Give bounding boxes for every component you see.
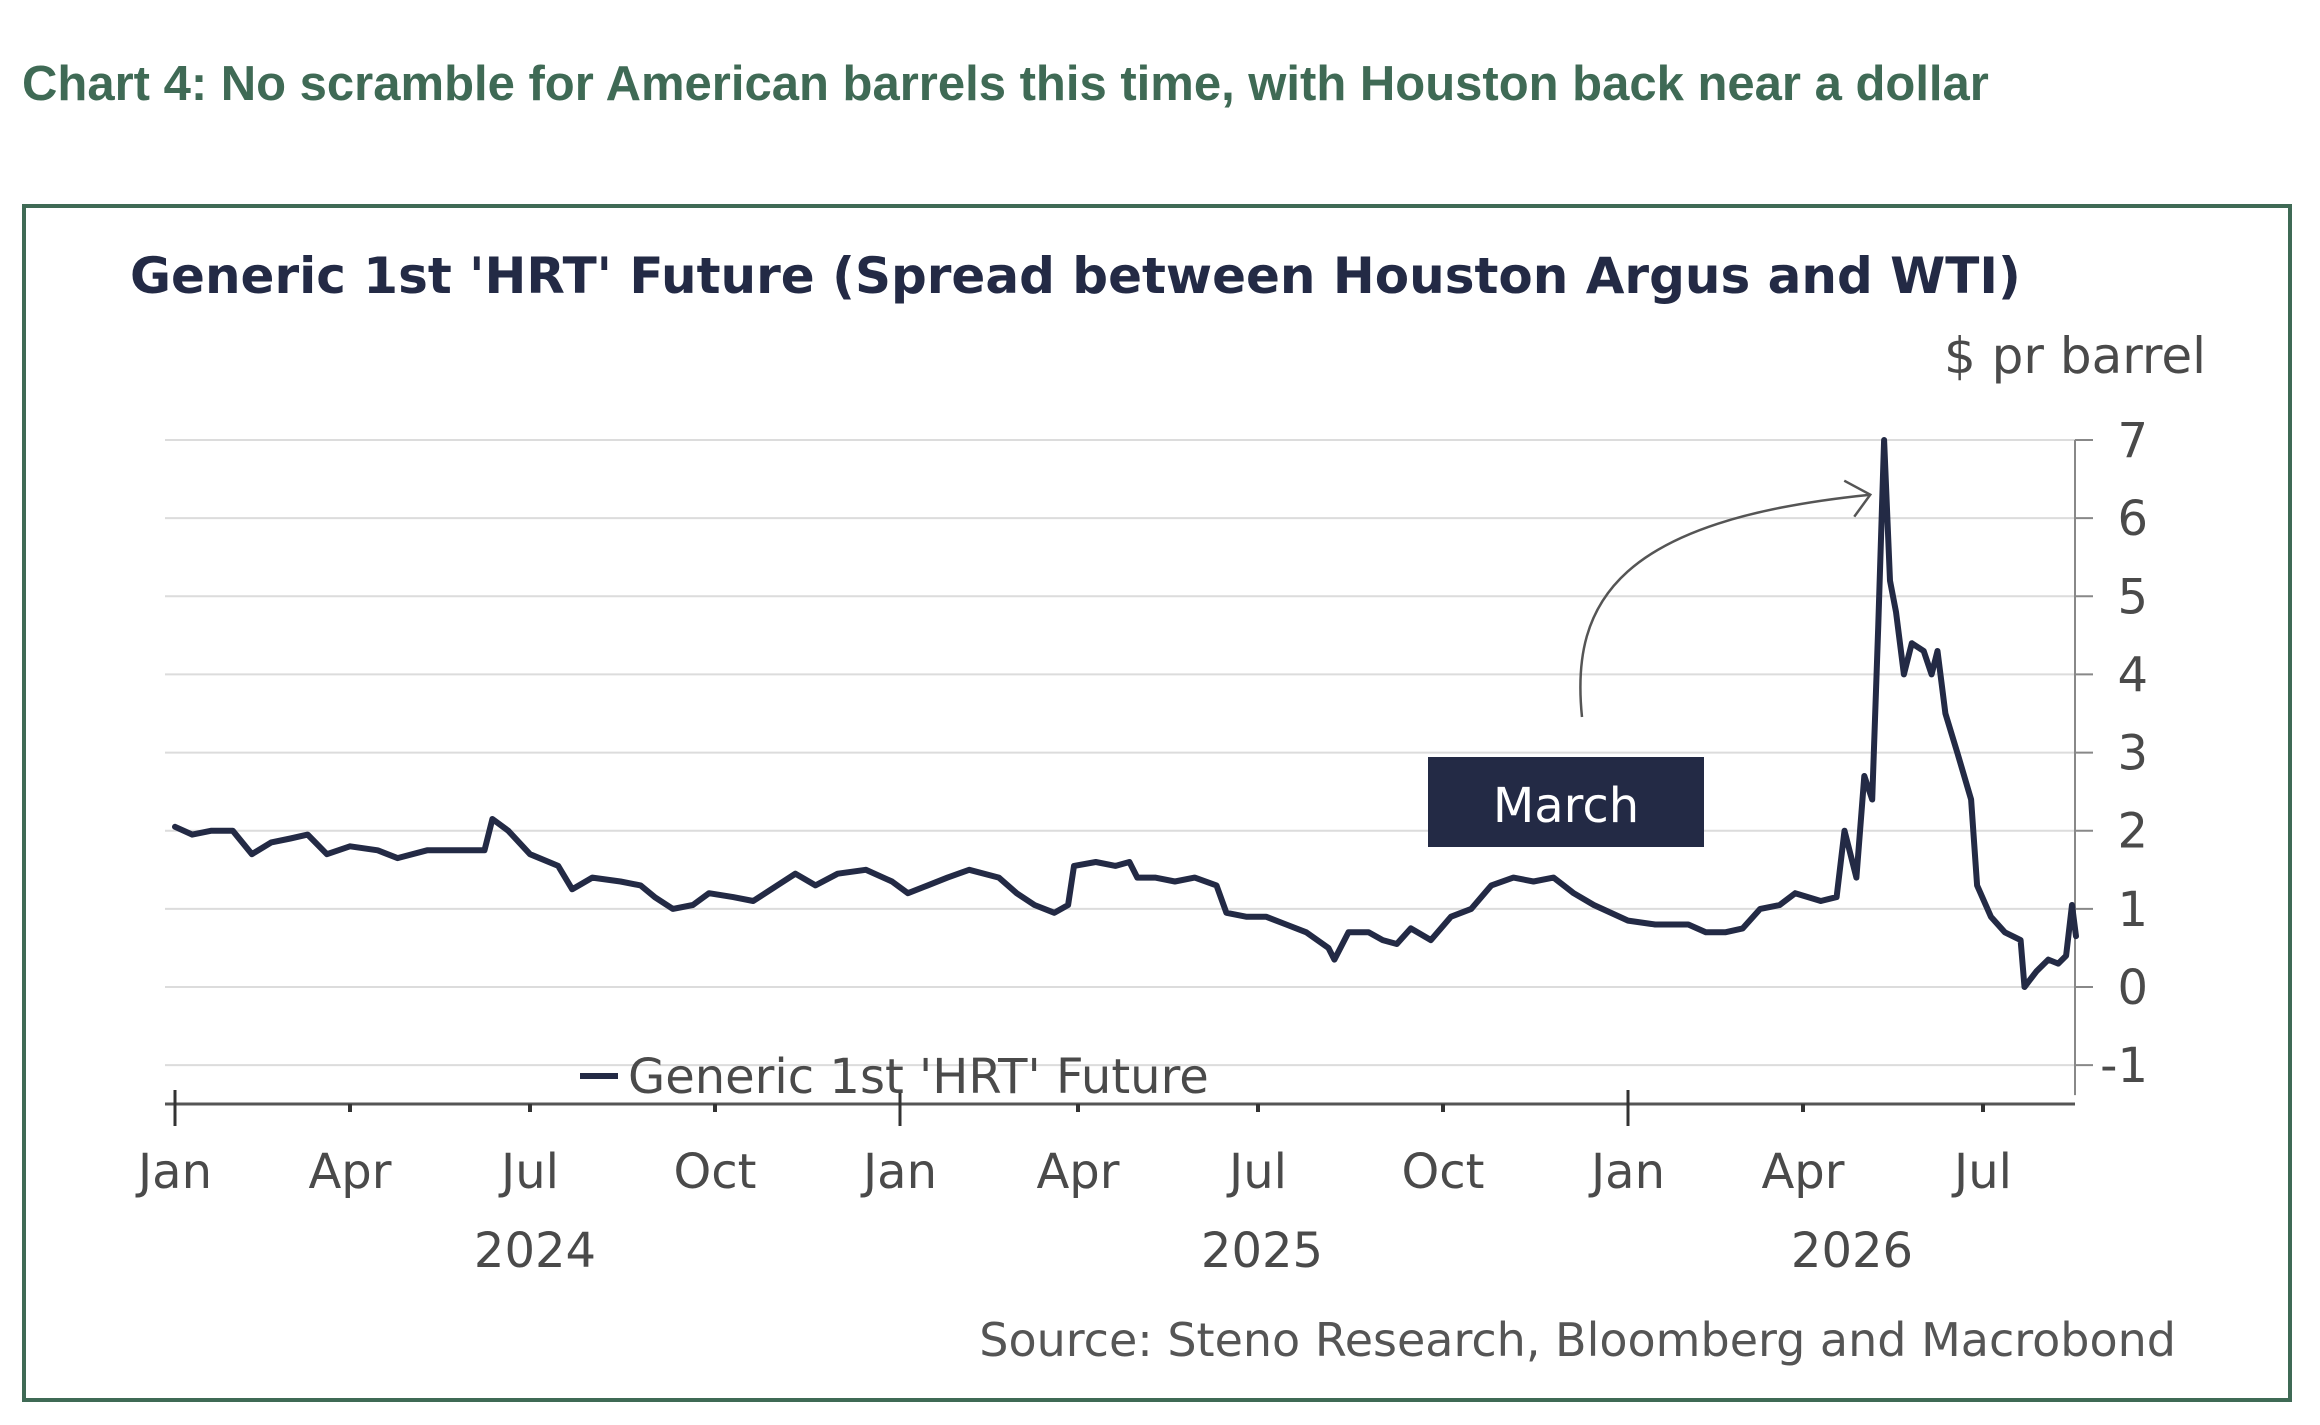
y-tick-label: 4 (2117, 647, 2148, 703)
annotation-box (1428, 757, 1704, 847)
y-tick-label: 3 (2117, 726, 2148, 782)
page-headline: Chart 4: No scramble for American barrel… (22, 57, 1989, 111)
y-tick-label: -1 (2100, 1038, 2148, 1094)
chart-title: Generic 1st 'HRT' Future (Spread between… (130, 247, 2021, 305)
x-year-label: 2026 (1791, 1223, 1913, 1279)
y-tick-label: 0 (2117, 960, 2148, 1016)
y-tick-label: 1 (2117, 882, 2148, 938)
legend: Generic 1st 'HRT' Future (580, 1049, 1209, 1105)
x-tick-label: Jul (1951, 1144, 2012, 1200)
annotation-arrowhead (1843, 479, 1873, 518)
x-tick-label: Apr (1761, 1144, 1844, 1200)
y-axis: 7 6 5 4 3 2 1 0 -1 (2074, 413, 2148, 1096)
x-tick-label: Apr (308, 1144, 391, 1200)
annotation-arrow (1579, 493, 1871, 718)
source-note: Source: Steno Research, Bloomberg and Ma… (979, 1313, 2176, 1367)
x-tick-label: Jan (135, 1144, 212, 1200)
series-layer (172, 437, 2079, 990)
x-tick-label: Oct (1402, 1144, 1485, 1200)
y-tick-label: 2 (2117, 804, 2148, 860)
x-tick-label: Apr (1036, 1144, 1119, 1200)
series-line (172, 437, 2079, 990)
x-tick-label: Jan (860, 1144, 937, 1200)
x-tick-label: Jul (1226, 1144, 1287, 1200)
annotation-layer: March (1428, 479, 1873, 847)
x-year-label: 2025 (1201, 1223, 1323, 1279)
y-axis-unit-label: $ pr barrel (1944, 327, 2206, 385)
x-year-label: 2024 (474, 1223, 596, 1279)
y-tick-label: 7 (2117, 413, 2148, 469)
y-tick-label: 5 (2117, 569, 2148, 625)
chart-frame (22, 204, 2292, 1402)
annotation-label: March (1493, 778, 1639, 834)
x-tick-label: Oct (674, 1144, 757, 1200)
x-axis: Jan Apr Jul Oct Jan Apr Jul Oct Jan Apr Jul 2024 202… (135, 1090, 2075, 1279)
gridlines (165, 439, 2075, 1067)
x-tick-label: Jul (498, 1144, 559, 1200)
y-tick-label: 6 (2117, 491, 2148, 547)
legend-label: Generic 1st 'HRT' Future (628, 1049, 1209, 1105)
x-tick-label: Jan (1588, 1144, 1665, 1200)
